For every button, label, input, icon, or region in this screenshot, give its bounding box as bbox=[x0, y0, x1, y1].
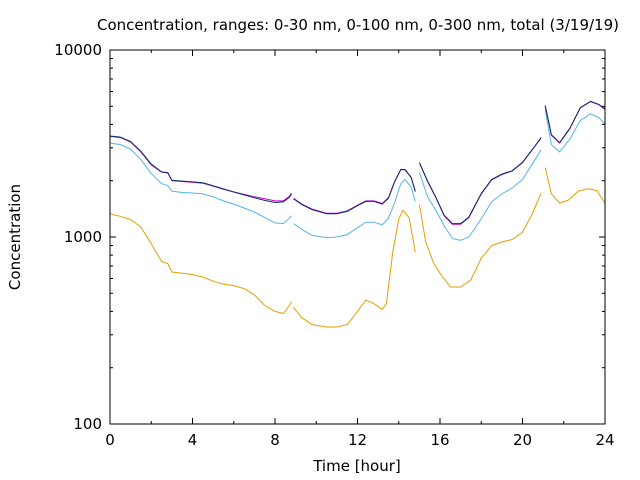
y-tick-label: 10000 bbox=[54, 41, 102, 59]
series-1-line-segment-2 bbox=[293, 209, 416, 328]
x-tick-label: 0 bbox=[105, 431, 115, 449]
series-4-line-segment-4 bbox=[544, 100, 606, 144]
x-axis-label: Time [hour] bbox=[312, 457, 401, 475]
x-tick-label: 16 bbox=[430, 431, 449, 449]
x-tick-label: 24 bbox=[595, 431, 614, 449]
x-tick-label: 12 bbox=[348, 431, 367, 449]
series-1-line-segment-3 bbox=[418, 192, 542, 288]
series-2-line-segment-1 bbox=[109, 142, 292, 225]
y-axis-label: Concentration bbox=[6, 184, 24, 290]
x-tick-label: 4 bbox=[188, 431, 198, 449]
series-1-line-segment-4 bbox=[544, 167, 606, 204]
series-3-line-segment-2 bbox=[293, 168, 416, 214]
series-2-line-segment-3 bbox=[418, 149, 542, 241]
series-4-line-segment-2 bbox=[293, 169, 416, 215]
series-2-line-segment-4 bbox=[544, 109, 606, 153]
series-3-line-segment-1 bbox=[109, 135, 292, 202]
y-tick-label: 100 bbox=[73, 415, 102, 433]
series-1-line-segment-1 bbox=[109, 213, 292, 315]
plot-frame bbox=[109, 49, 606, 425]
x-tick-label: 8 bbox=[270, 431, 280, 449]
series-2-line-segment-2 bbox=[293, 178, 416, 239]
ticks-layer: 0 4 8 12 16 20 24 100 1000 10000 bbox=[54, 41, 614, 449]
series-layer bbox=[109, 100, 606, 328]
chart-title: Concentration, ranges: 0-30 nm, 0-100 nm… bbox=[97, 16, 619, 34]
series-4-line-segment-1 bbox=[109, 135, 292, 204]
x-tick-label: 20 bbox=[513, 431, 532, 449]
series-3-line-segment-3 bbox=[418, 137, 542, 225]
series-4-line-segment-3 bbox=[418, 137, 542, 225]
y-tick-label: 1000 bbox=[64, 228, 102, 246]
